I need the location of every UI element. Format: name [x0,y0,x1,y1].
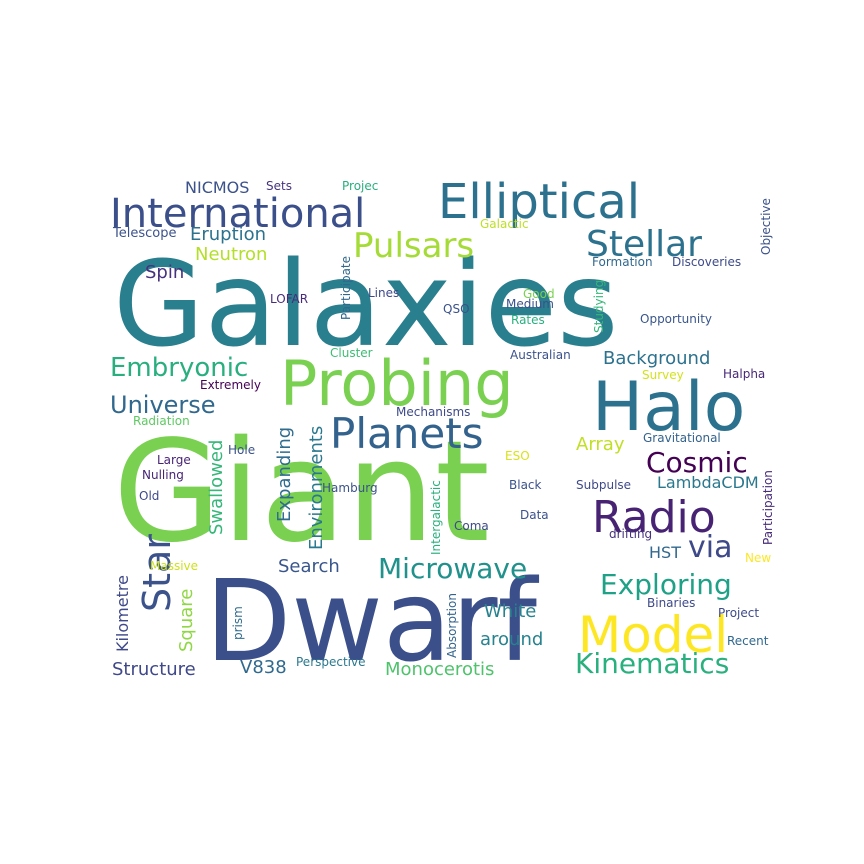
cloud-word-elliptical: Elliptical [438,174,640,230]
cloud-word-model: Model [578,606,728,664]
cloud-word-objective: Objective [759,198,773,255]
cloud-word-extremely: Extremely [200,378,261,392]
cloud-word-nicmos: NICMOS [185,178,249,197]
cloud-word-absorption: Absorption [445,593,459,658]
cloud-word-exploring: Exploring [600,568,732,601]
cloud-word-old: Old [139,489,159,503]
cloud-word-giant: Giant [113,411,490,574]
cloud-word-intergalactic: Intergalactic [429,480,443,555]
cloud-word-universe: Universe [110,391,216,419]
cloud-word-via: via [688,530,732,565]
cloud-word-project: Project [718,606,759,620]
cloud-word-new: New [745,551,771,565]
cloud-word-probing: Probing [280,347,514,420]
cloud-word-hamburg: Hamburg [322,481,378,495]
cloud-word-massive: Massive [150,559,198,573]
cloud-word-gravitational: Gravitational [643,431,721,445]
cloud-word-perspective: Perspective [296,655,366,669]
cloud-word-kinematics: Kinematics [575,647,729,680]
cloud-word-cluster: Cluster [330,346,373,360]
cloud-word-dwarf: Dwarf [205,557,540,687]
cloud-word-search: Search [278,556,340,577]
cloud-word-survey: Survey [642,368,684,382]
cloud-word-recent: Recent [727,634,769,648]
cloud-word-prism: prism [231,606,245,640]
cloud-word-kilometre: Kilometre [113,575,132,652]
cloud-word-pulsars: Pulsars [353,226,474,266]
cloud-word-projec: Projec [342,179,378,193]
cloud-word-halo: Halo [592,368,745,447]
cloud-word-coma: Coma [454,519,489,533]
cloud-word-qso: QSO [443,302,470,316]
cloud-word-square: Square [176,589,197,652]
cloud-word-array: Array [576,434,625,455]
cloud-word-microwave: Microwave [378,552,527,585]
cloud-word-discoveries: Discoveries [672,255,741,269]
cloud-word-rates: Rates [511,313,545,327]
cloud-word-data: Data [520,508,549,522]
cloud-word-sets: Sets [266,179,292,193]
cloud-word-expanding: Expanding [274,427,295,522]
cloud-word-participation: Participation [761,470,775,545]
cloud-word-eso: ESO [505,449,530,463]
cloud-word-good: Good [523,287,555,301]
cloud-word-radiation: Radiation [133,414,190,428]
cloud-word-medium: Medium [506,297,554,311]
cloud-word-cosmic: Cosmic [646,446,748,479]
cloud-word-radio: Radio [592,492,716,543]
cloud-word-v838: V838 [240,657,287,678]
cloud-word-nulling: Nulling [142,468,184,482]
cloud-word-subpulse: Subpulse [576,478,631,492]
cloud-word-participate: Participate [339,256,353,320]
cloud-word-stellar: Stellar [586,224,702,265]
cloud-word-neutron: Neutron [195,244,267,265]
cloud-word-lambdacdm: LambdaCDM [657,473,759,492]
cloud-word-background: Background [603,348,710,369]
cloud-word-lines: Lines [368,286,399,300]
cloud-word-telescope: Telescope [112,226,176,241]
cloud-word-lofar: LOFAR [270,292,308,306]
cloud-word-star: Star [135,534,179,612]
cloud-word-hole: Hole [228,443,255,457]
cloud-word-halpha: Halpha [723,367,765,381]
cloud-word-swallowed: Swallowed [206,440,227,535]
cloud-word-planets: Planets [330,409,484,458]
cloud-word-environments: Environments [306,426,327,550]
cloud-word-formation: Formation [592,255,653,269]
cloud-word-white: White [484,601,536,622]
cloud-word-eruption: Eruption [190,224,266,245]
cloud-word-monocerotis: Monocerotis [385,659,494,680]
cloud-word-australian: Australian [510,348,571,362]
cloud-word-opportunity: Opportunity [640,312,712,326]
cloud-word-spin: Spin [145,262,184,283]
cloud-word-hst: HST [649,543,681,562]
cloud-word-drifting: drifting [609,527,652,541]
cloud-word-studying: Studying [592,280,606,333]
cloud-word-galactic: Galactic [480,217,529,231]
cloud-word-galaxies: Galaxies [113,235,619,373]
cloud-word-international: International [110,191,365,237]
cloud-word-embryonic: Embryonic [110,353,248,383]
cloud-word-black: Black [509,478,542,492]
cloud-word-binaries: Binaries [647,596,695,610]
cloud-word-structure: Structure [112,659,196,680]
cloud-word-large: Large [157,453,191,467]
cloud-word-around: around [480,629,543,650]
cloud-word-mechanisms: Mechanisms [396,405,470,419]
